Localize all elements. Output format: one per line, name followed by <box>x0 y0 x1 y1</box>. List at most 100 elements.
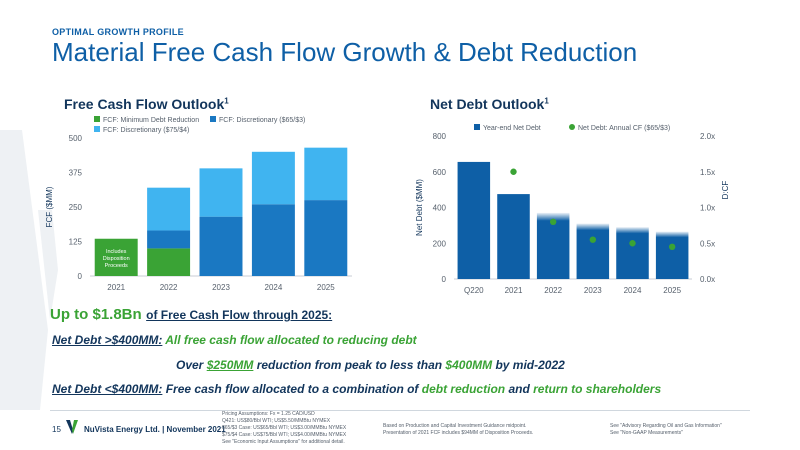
bar-segment <box>304 200 348 276</box>
footnote-advisory: See "Advisory Regarding Oil and Gas Info… <box>610 423 722 437</box>
legend-label: FCF: Discretionary ($75/$4) <box>103 127 189 134</box>
dcf-point <box>589 236 597 243</box>
footnote-advisory-line: See "Non-GAAP Measurements" <box>610 430 683 436</box>
net-debt-chart: 0 200 400 600 800 0.0x 0.5x 1.0x 1.5x 2.0x Net Deb… <box>415 124 730 295</box>
y-tick-label: 600 <box>433 168 447 177</box>
statement-2-middle: reduction from peak to less than <box>253 358 446 372</box>
bar-segment <box>199 216 243 276</box>
footnote-pricing-line: See "Economic Input Assumptions" for add… <box>222 439 345 445</box>
statement-3-prefix: Free cash flow allocated to a combinatio… <box>165 382 422 396</box>
net-debt-chart-title: Net Debt Outlook1 <box>430 96 549 112</box>
bar-segment <box>304 147 348 201</box>
footnote-advisory-line: See "Advisory Regarding Oil and Gas Info… <box>610 423 722 429</box>
y-tick-label: 400 <box>433 204 447 213</box>
statement-line-1: Net Debt >$400MM: All free cash flow all… <box>52 333 417 347</box>
footnote-pricing-line: $65/$3 Case: US$65/Bbl WTI; US$3.00/MMBt… <box>222 425 347 431</box>
statement-3-return: return to shareholders <box>533 382 662 396</box>
net-debt-bar <box>655 231 689 279</box>
legend-swatch <box>210 116 216 122</box>
headline-amount: Up to $1.8Bn <box>50 306 142 323</box>
legend-swatch <box>94 126 100 132</box>
y2-tick-label: 1.0x <box>700 204 715 213</box>
net-debt-bar <box>497 194 530 279</box>
bar-annotation: Includes Disposition Proceeds <box>103 249 130 269</box>
fcf-chart-title: Free Cash Flow Outlook1 <box>64 96 229 112</box>
y-axis-title: Net Debt ($MM) <box>415 179 424 236</box>
statement-2-amount: $250MM <box>206 358 254 372</box>
dcf-point <box>510 168 517 175</box>
footnote-guidance: Based on Production and Capital Investme… <box>383 423 533 437</box>
footnote-pricing-line: Pricing Assumptions: Fx = 1.25 CAD/USD <box>222 411 315 417</box>
legend-swatch <box>474 124 480 130</box>
y2-tick-label: 0.0x <box>700 275 715 284</box>
footnote-pricing-line: $75/$4 Case: US$75/Bbl WTI; US$4.00/MMBt… <box>222 432 347 438</box>
statement-3-debt: debt reduction <box>421 382 506 396</box>
bar-segment <box>147 230 191 249</box>
x-tick-label: 2021 <box>505 286 523 295</box>
x-tick-label: 2024 <box>624 286 642 295</box>
company-footer: NuVista Energy Ltd. | November 2021 <box>84 425 226 434</box>
statement-line-2: Over $250MM reduction from peak to less … <box>176 358 565 372</box>
legend-swatch <box>94 116 100 122</box>
statement-1-text: All free cash flow allocated to reducing… <box>165 333 417 347</box>
y-tick-label: 500 <box>69 134 83 143</box>
x-tick-label: 2022 <box>544 286 562 295</box>
page-number: 15 <box>52 425 61 434</box>
footnote-guidance-line: Presentation of 2021 FCF includes $94MM … <box>383 430 534 436</box>
net-debt-bar <box>457 161 491 279</box>
fcf-chart: 0 125 250 375 500 FCF ($MM) 2021 2022 2023 2024 20… <box>45 116 352 292</box>
y2-tick-label: 1.5x <box>700 168 715 177</box>
footnote-pricing-line: Q421: US$80/Bbl WTI; US$5.50/MMBtu NYMEX <box>222 418 331 424</box>
y-tick-label: 125 <box>69 238 83 247</box>
headline: Up to $1.8Bn of Free Cash Flow through 2… <box>50 306 332 324</box>
statement-1-label: Net Debt >$400MM: <box>52 333 163 347</box>
y-tick-label: 0 <box>78 272 83 281</box>
x-tick-label: Q220 <box>464 286 484 295</box>
bar-segment <box>251 151 295 205</box>
y-tick-label: 800 <box>433 132 447 141</box>
x-tick-label: 2025 <box>317 283 335 292</box>
statement-2-prefix: Over <box>176 358 207 372</box>
y2-tick-label: 0.5x <box>700 239 715 248</box>
y2-tick-label: 2.0x <box>700 132 715 141</box>
legend-marker <box>569 124 575 130</box>
dcf-point <box>668 243 676 251</box>
footer-divider <box>50 410 750 411</box>
y-tick-label: 375 <box>69 169 83 178</box>
net-debt-bar <box>616 227 649 279</box>
statement-line-3: Net Debt <$400MM: Free cash flow allocat… <box>52 382 661 396</box>
x-tick-label: 2023 <box>584 286 602 295</box>
y2-axis-title: D:CF <box>721 181 730 200</box>
y-tick-label: 250 <box>69 203 83 212</box>
x-tick-label: 2021 <box>107 283 125 292</box>
x-tick-label: 2024 <box>265 283 283 292</box>
watermark-logo <box>0 130 58 410</box>
bar-segment <box>199 168 243 217</box>
dcf-point <box>629 240 636 247</box>
bar-segment <box>94 238 138 276</box>
company-logo-icon <box>66 420 78 434</box>
y-tick-label: 0 <box>442 275 447 284</box>
statement-3-label: Net Debt <$400MM: <box>52 382 163 396</box>
statement-3-and: and <box>505 382 534 396</box>
y-tick-label: 200 <box>433 239 447 248</box>
x-tick-label: 2023 <box>212 283 230 292</box>
footnote-guidance-line: Based on Production and Capital Investme… <box>383 423 527 429</box>
section-eyebrow: OPTIMAL GROWTH PROFILE <box>52 27 184 37</box>
legend-label: Year-end Net Debt <box>483 125 541 132</box>
footnote-pricing: Pricing Assumptions: Fx = 1.25 CAD/USD Q… <box>222 411 346 446</box>
x-tick-label: 2022 <box>160 283 178 292</box>
y-axis-title: FCF ($MM) <box>45 186 54 227</box>
statement-2-suffix: by mid-2022 <box>492 358 565 372</box>
headline-text: of Free Cash Flow through 2025: <box>146 308 333 322</box>
legend-label: Net Debt: Annual CF ($65/$3) <box>578 125 670 132</box>
statement-2-target: $400MM <box>445 358 493 372</box>
x-tick-label: 2025 <box>663 286 681 295</box>
page-title: Material Free Cash Flow Growth & Debt Re… <box>52 37 638 67</box>
bar-segment <box>147 248 191 276</box>
bar-segment <box>147 187 191 231</box>
net-debt-bar <box>576 223 610 279</box>
legend-label: FCF: Minimum Debt Reduction <box>103 117 199 124</box>
dcf-point <box>549 218 557 225</box>
legend-label: FCF: Discretionary ($65/$3) <box>219 117 305 124</box>
